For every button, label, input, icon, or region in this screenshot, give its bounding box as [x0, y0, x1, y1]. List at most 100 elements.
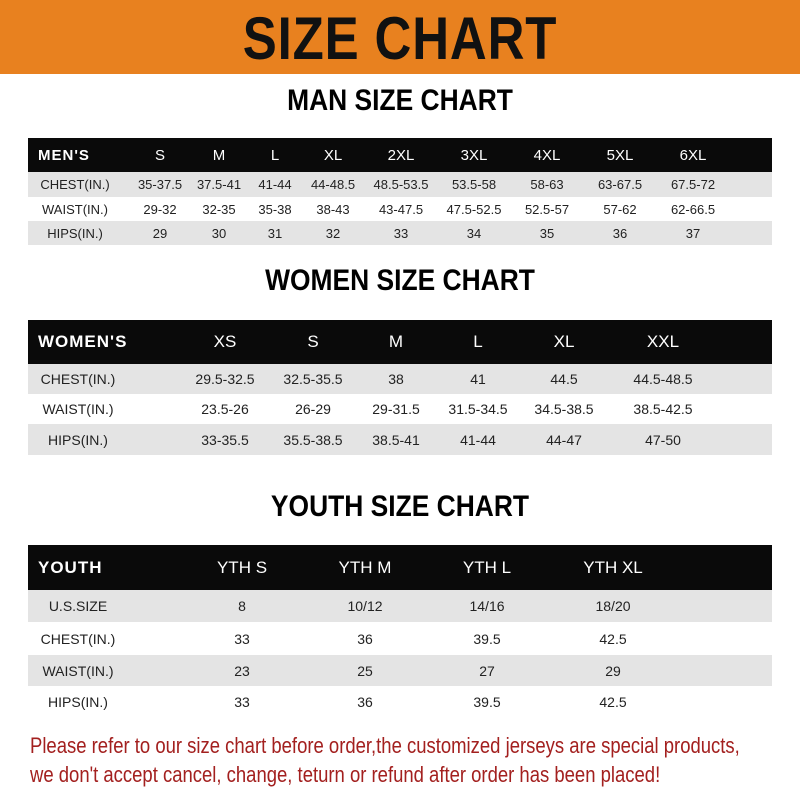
measurement-label: WAIST(IN.) [42, 662, 114, 679]
table-cell: 41 [470, 371, 486, 387]
table-cell: 29.5-32.5 [195, 371, 255, 387]
table-row: HIPS(IN.) 29 30 31 32 33 34 35 36 37 [28, 221, 772, 245]
table-cell: 41-44 [258, 177, 292, 192]
table-cell: 52.5-57 [524, 201, 570, 217]
table-row: U.S.SIZE 8 10/12 14/16 18/20 [28, 590, 772, 622]
table-cell: 44-47 [546, 431, 582, 448]
table-cell: 8 [238, 598, 246, 614]
size-header-cell: YTH L [462, 557, 512, 577]
size-header-cell: XXL [646, 332, 680, 351]
size-header-cell: 2XL [387, 146, 415, 164]
table-cell: 35.5-38.5 [283, 431, 343, 448]
table-row: CHEST(IN.) 33 36 39.5 42.5 [28, 622, 772, 655]
table-cell: 38.5-41 [372, 431, 420, 448]
page-title: SIZE CHART [242, 5, 558, 72]
table-row: WAIST(IN.) 23 25 27 29 [28, 655, 772, 686]
measurement-label: CHEST(IN.) [40, 371, 116, 387]
measurement-label: U.S.SIZE [48, 598, 108, 614]
table-cell: 26-29 [295, 401, 331, 417]
table-cell: 47-50 [645, 431, 681, 448]
table-cell: 36 [357, 694, 373, 710]
table-cell: 35-37.5 [137, 177, 183, 192]
size-header-cell: L [473, 332, 483, 351]
size-header-cell: M [212, 146, 226, 164]
youth-section-title: YOUTH SIZE CHART [270, 490, 530, 523]
table-cell: 33 [234, 630, 250, 647]
table-row: CHEST(IN.) 35-37.5 37.5-41 41-44 44-48.5 48.5… [28, 172, 772, 197]
table-header-row: MEN'S S M L XL 2XL 3XL 4XL 5XL 6XL [28, 138, 772, 172]
measurement-label: CHEST(IN.) [40, 177, 110, 192]
measurement-label: WAIST(IN.) [42, 401, 114, 417]
table-cell: 10/12 [347, 598, 383, 614]
table-cell: 38.5-42.5 [633, 401, 693, 417]
table-cell: 38 [388, 371, 404, 387]
table-cell: 39.5 [473, 694, 501, 710]
measurement-label: HIPS(IN.) [48, 431, 108, 448]
table-cell: 47.5-52.5 [446, 201, 502, 217]
measurement-label: HIPS(IN.) [47, 225, 103, 241]
table-cell: 67.5-72 [670, 177, 716, 192]
size-header-cell: S [154, 146, 166, 164]
size-header-cell: XS [213, 332, 237, 351]
table-cell: 34 [466, 225, 482, 241]
table-cell: 42.5 [599, 694, 627, 710]
size-header-cell: 6XL [679, 146, 707, 164]
table-cell: 27 [479, 662, 495, 679]
table-cell: 14/16 [469, 598, 505, 614]
table-category-label: YOUTH [38, 557, 103, 577]
table-cell: 33-35.5 [201, 431, 249, 448]
table-cell: 62-66.5 [670, 201, 716, 217]
table-cell: 58-63 [530, 177, 564, 192]
table-cell: 33 [234, 694, 250, 710]
table-cell: 31.5-34.5 [448, 401, 508, 417]
notice-line-2: we don't accept cancel, change, teturn o… [30, 762, 661, 787]
title-banner: SIZE CHART [0, 0, 800, 74]
table-row: WAIST(IN.) 23.5-26 26-29 29-31.5 31.5-34.5 34… [28, 394, 772, 424]
size-header-cell: 4XL [533, 146, 561, 164]
table-cell: 37 [685, 225, 701, 241]
table-cell: 35 [539, 225, 555, 241]
table-cell: 41-44 [460, 431, 496, 448]
table-cell: 37.5-41 [196, 177, 242, 192]
table-row: HIPS(IN.) 33 36 39.5 42.5 [28, 686, 772, 718]
notice-line-1: Please refer to our size chart before or… [30, 733, 740, 758]
size-header-cell: 3XL [460, 146, 488, 164]
table-category-label: MEN'S [38, 146, 90, 164]
table-cell: 32-35 [202, 201, 236, 217]
table-cell: 30 [211, 225, 227, 241]
table-cell: 23 [234, 662, 250, 679]
table-cell: 29 [152, 225, 168, 241]
table-cell: 33 [393, 225, 409, 241]
table-cell: 25 [357, 662, 373, 679]
table-cell: 36 [612, 225, 628, 241]
size-header-cell: YTH M [338, 557, 392, 577]
size-header-cell: S [307, 332, 319, 351]
table-cell: 39.5 [473, 630, 501, 647]
table-cell: 48.5-53.5 [373, 177, 429, 192]
size-header-cell: XL [553, 332, 575, 351]
table-cell: 18/20 [595, 598, 631, 614]
size-header-cell: 5XL [606, 146, 634, 164]
table-cell: 29 [605, 662, 621, 679]
table-cell: 44.5-48.5 [633, 371, 693, 387]
table-row: CHEST(IN.) 29.5-32.5 32.5-35.5 38 41 44.5 44.5… [28, 364, 772, 394]
women-section-title: WOMEN SIZE CHART [265, 264, 535, 297]
table-cell: 57-62 [603, 201, 637, 217]
size-header-cell: L [270, 146, 280, 164]
table-cell: 32.5-35.5 [283, 371, 343, 387]
table-cell: 38-43 [316, 201, 350, 217]
table-cell: 44-48.5 [310, 177, 356, 192]
table-header-row: WOMEN'S XS S M L XL XXL [28, 320, 772, 364]
table-row: WAIST(IN.) 29-32 32-35 35-38 38-43 43-47.5 47.… [28, 197, 772, 221]
table-cell: 23.5-26 [201, 401, 249, 417]
table-cell: 43-47.5 [378, 201, 424, 217]
measurement-label: WAIST(IN.) [42, 201, 108, 217]
table-header-row: YOUTH YTH S YTH M YTH L YTH XL [28, 545, 772, 590]
measurement-label: CHEST(IN.) [40, 630, 116, 647]
table-cell: 44.5 [550, 371, 578, 387]
table-cell: 36 [357, 630, 373, 647]
table-cell: 31 [267, 225, 283, 241]
table-cell: 34.5-38.5 [534, 401, 594, 417]
table-cell: 35-38 [258, 201, 292, 217]
table-cell: 29-31.5 [372, 401, 420, 417]
